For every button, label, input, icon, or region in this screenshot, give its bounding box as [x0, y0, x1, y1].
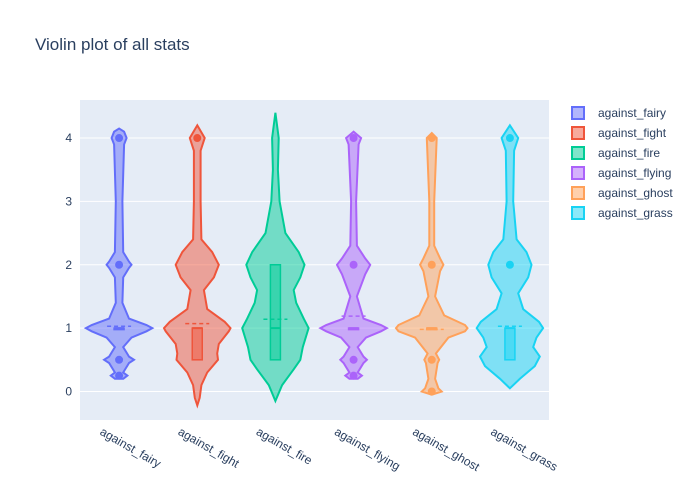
legend-label: against_ghost — [598, 186, 673, 200]
legend-swatch — [571, 186, 585, 200]
outlier-point — [349, 355, 358, 364]
outlier-point — [115, 260, 124, 269]
outlier-point — [115, 371, 124, 380]
legend-label: against_fire — [598, 146, 660, 160]
x-tick-label: against_flying — [332, 424, 403, 473]
violin-against_flying[interactable] — [318, 130, 389, 380]
legend-item-against_ghost[interactable]: against_ghost — [571, 186, 673, 200]
y-tick-label: 2 — [65, 258, 72, 272]
violin-shape — [318, 130, 389, 380]
legend-swatch — [571, 106, 585, 120]
legend-swatch — [571, 166, 585, 180]
outlier-point — [115, 134, 124, 143]
outlier-point — [427, 134, 436, 143]
x-tick-label: against_fight — [176, 424, 243, 470]
legend-swatch — [571, 126, 585, 140]
legend-item-against_flying[interactable]: against_flying — [571, 166, 671, 180]
legend-label: against_fairy — [598, 106, 666, 120]
outlier-point — [505, 134, 514, 143]
x-tick-label: against_grass — [488, 424, 560, 473]
legend-swatch — [571, 206, 585, 220]
outlier-point — [115, 355, 124, 364]
legend-label: against_fight — [598, 126, 667, 140]
legend: against_fairy against_fight against_fireag… — [571, 106, 673, 220]
outlier-point — [349, 371, 358, 380]
outlier-point — [505, 260, 514, 269]
violin-against_fairy[interactable] — [83, 127, 155, 380]
legend-item-against_fire[interactable]: against_fire — [571, 146, 660, 160]
x-tick-label: against_fire — [254, 424, 315, 467]
violin-shape — [83, 127, 155, 380]
outlier-point — [427, 387, 436, 396]
outlier-point — [427, 260, 436, 269]
y-tick-label: 0 — [65, 384, 72, 398]
violin-box — [504, 327, 516, 361]
legend-label: against_grass — [598, 206, 673, 220]
chart-title: Violin plot of all stats — [35, 35, 190, 54]
violin-shape — [241, 112, 310, 404]
legend-swatch — [571, 146, 585, 160]
y-tick-label: 1 — [65, 321, 72, 335]
outlier-point — [349, 134, 358, 143]
outlier-point — [349, 260, 358, 269]
legend-item-against_grass[interactable]: against_grass — [571, 206, 673, 220]
violin-against_grass[interactable] — [475, 123, 545, 390]
y-tick-label: 4 — [65, 131, 72, 145]
violin-against_ghost[interactable] — [394, 131, 469, 396]
x-axis-ticks: against_fairy against_fight against_fire ag… — [98, 424, 561, 474]
violin-against_fight[interactable] — [162, 123, 232, 409]
x-tick-label: against_fairy — [98, 424, 164, 470]
legend-label: against_flying — [598, 166, 671, 180]
violin-shape — [162, 123, 232, 409]
plot-area — [80, 100, 549, 420]
x-tick-label: against_ghost — [410, 424, 482, 474]
violin-box — [191, 327, 203, 361]
legend-item-against_fight[interactable]: against_fight — [571, 126, 667, 140]
grid — [80, 137, 549, 392]
y-axis-ticks: 0 1 2 3 4 — [65, 131, 72, 398]
violin-box — [269, 264, 282, 361]
y-tick-label: 3 — [65, 194, 72, 208]
violin-against_fire[interactable] — [241, 112, 310, 404]
violin-shape — [475, 123, 545, 390]
outlier-point — [193, 134, 202, 143]
violins — [83, 112, 545, 409]
legend-item-against_fairy[interactable]: against_fairy — [571, 106, 666, 120]
outlier-point — [427, 355, 436, 364]
